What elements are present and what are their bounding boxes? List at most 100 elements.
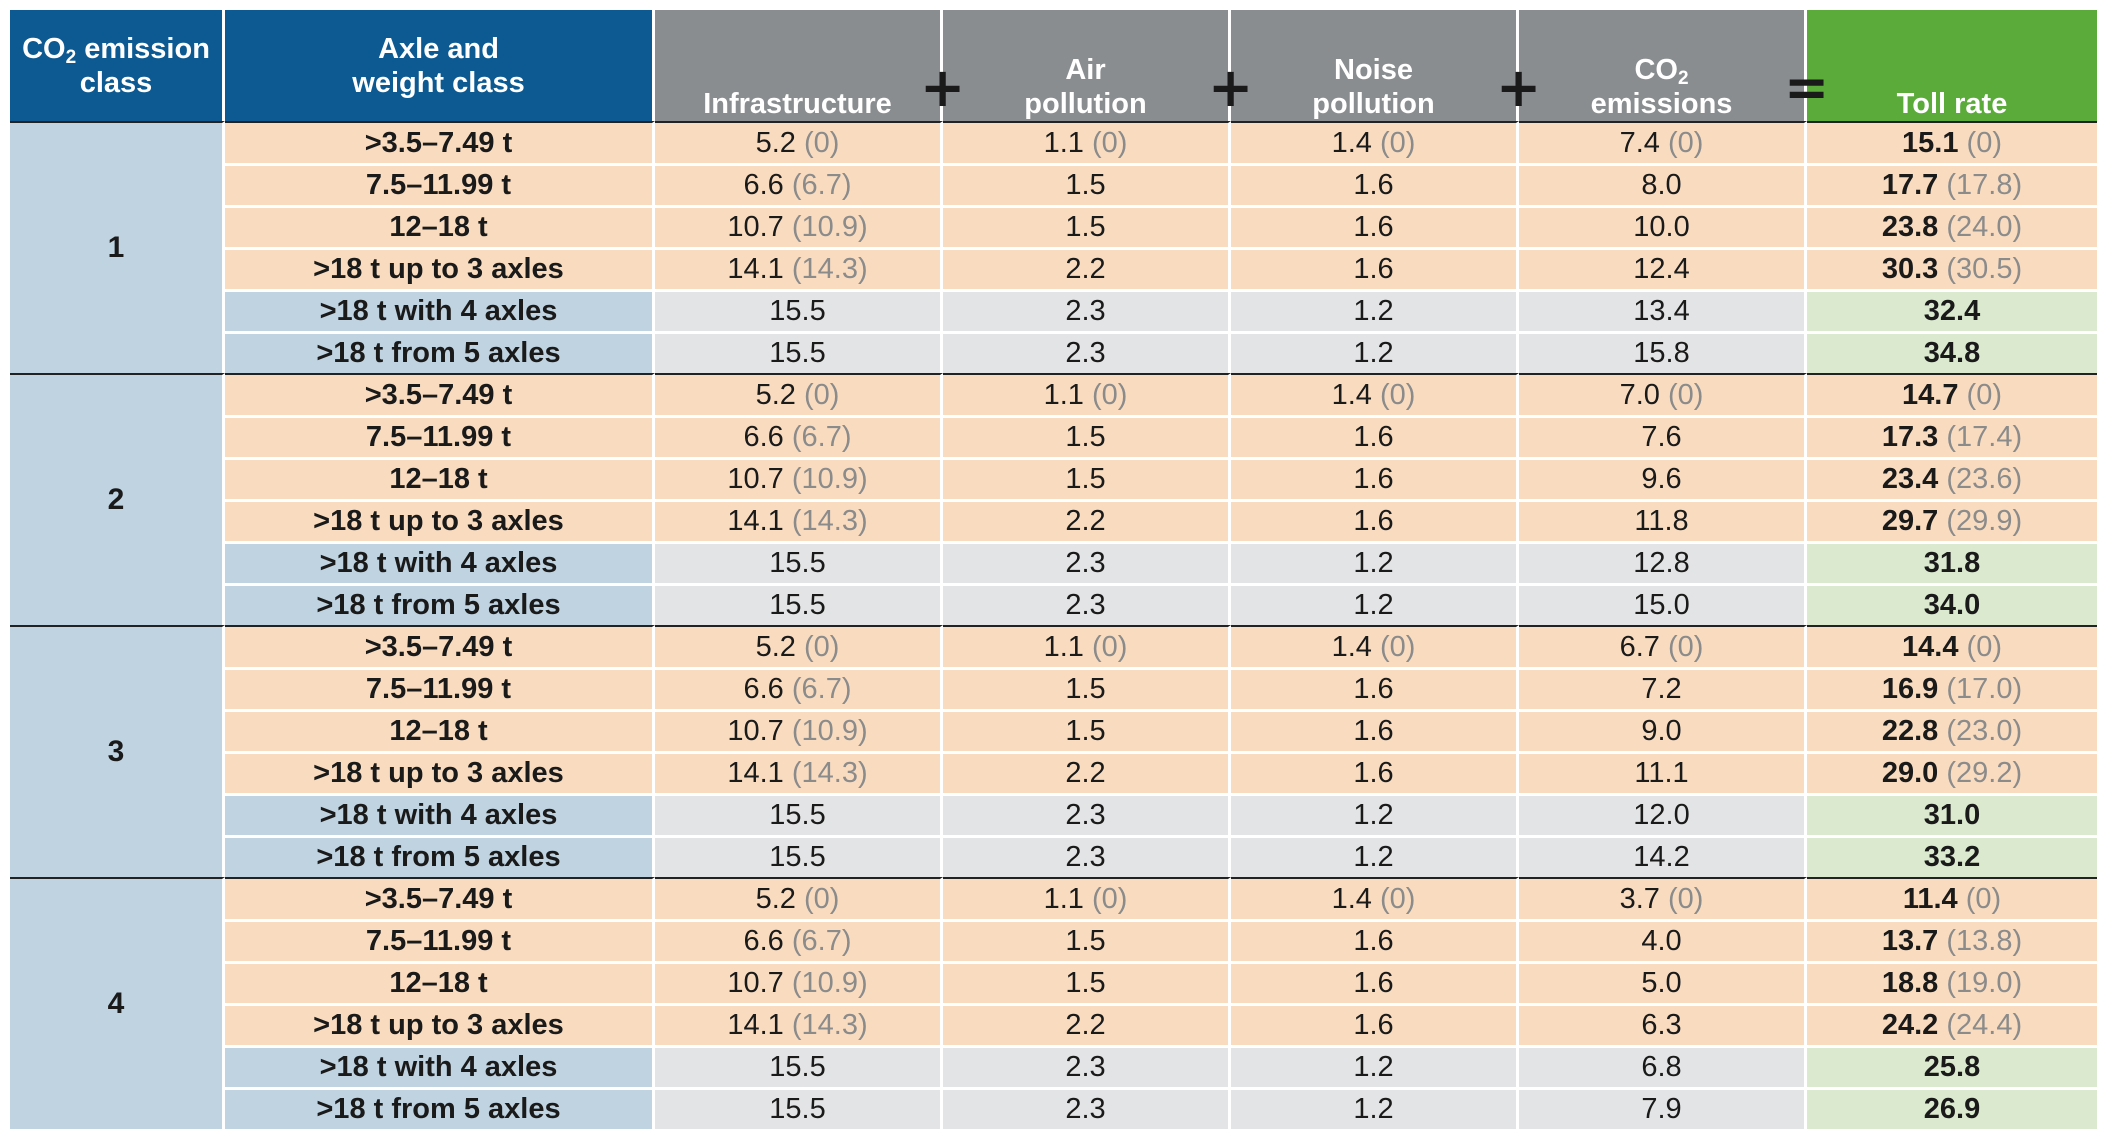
previous-value: (0) — [1091, 882, 1128, 915]
axle-weight-cell: >18 t from 5 axles — [225, 835, 655, 877]
air-pollution-cell: 2.3 — [943, 793, 1231, 835]
header-co2-class-subscript: 2 — [65, 46, 77, 68]
co2-emissions-cell: 7.2 — [1519, 667, 1807, 709]
current-value: 10.7 — [727, 967, 784, 999]
co2-emissions-cell: 12.0 — [1519, 793, 1807, 835]
previous-value: (0) — [1667, 378, 1704, 411]
infrastructure-cell: 14.1 (14.3) — [655, 499, 943, 541]
current-value: 1.5 — [1065, 211, 1106, 243]
toll-rate-cell: 14.4 (0) — [1807, 625, 2097, 667]
header-air-pollution: Air pollution + — [943, 10, 1253, 121]
co2-emissions-cell: 5.0 — [1519, 961, 1807, 1003]
current-value: 9.6 — [1641, 463, 1682, 495]
table-row: 12–18 t 10.7 (10.9) 1.5 1.6 5.0 18.8 (19.0) — [10, 961, 2097, 1003]
current-value: 18.8 — [1881, 967, 1939, 999]
axle-weight-cell: >18 t from 5 axles — [225, 583, 655, 625]
infrastructure-cell: 15.5 — [655, 289, 943, 331]
current-value: 7.6 — [1641, 421, 1682, 453]
previous-value: (10.9) — [791, 715, 868, 747]
current-value: 13.7 — [1881, 925, 1939, 957]
previous-value: (10.9) — [791, 967, 868, 999]
current-value: 5.2 — [755, 882, 796, 915]
air-pollution-cell: 2.2 — [943, 247, 1231, 289]
previous-value: (0) — [1667, 630, 1704, 663]
current-value: 12.4 — [1633, 253, 1690, 285]
axle-weight-cell: 7.5–11.99 t — [225, 415, 655, 457]
noise-pollution-cell: 1.6 — [1231, 205, 1519, 247]
current-value: 25.8 — [1923, 1051, 1981, 1083]
infrastructure-cell: 15.5 — [655, 1087, 943, 1129]
noise-pollution-cell: 1.2 — [1231, 835, 1519, 877]
air-pollution-cell: 2.3 — [943, 1087, 1231, 1129]
previous-value: (6.7) — [791, 169, 852, 201]
co2-emissions-cell: 3.7 (0) — [1519, 877, 1807, 919]
previous-value: (0) — [803, 126, 840, 159]
co2-emissions-cell: 14.2 — [1519, 835, 1807, 877]
header-co2-class-line2: class — [79, 66, 153, 99]
current-value: 5.0 — [1641, 967, 1682, 999]
co2-class-cell: 4 — [10, 877, 225, 1129]
noise-pollution-cell: 1.4 (0) — [1231, 373, 1519, 415]
co2-class-cell: 2 — [10, 373, 225, 625]
current-value: 1.1 — [1043, 630, 1084, 663]
previous-value: (19.0) — [1946, 967, 2023, 999]
infrastructure-cell: 6.6 (6.7) — [655, 415, 943, 457]
noise-pollution-cell: 1.6 — [1231, 163, 1519, 205]
infrastructure-cell: 15.5 — [655, 331, 943, 373]
noise-pollution-cell: 1.6 — [1231, 499, 1519, 541]
previous-value: (10.9) — [791, 463, 868, 495]
current-value: 26.9 — [1923, 1093, 1981, 1125]
current-value: 2.3 — [1065, 337, 1106, 369]
previous-value: (29.2) — [1946, 757, 2023, 789]
table-row: 1 >3.5–7.49 t 5.2 (0) 1.1 (0) 1.4 (0) 7.4 (0)… — [10, 121, 2097, 373]
air-pollution-cell: 1.1 (0) — [943, 877, 1231, 919]
current-value: 14.1 — [727, 253, 784, 285]
current-value: 2.3 — [1065, 589, 1106, 621]
previous-value: (0) — [803, 378, 840, 411]
noise-pollution-cell: 1.2 — [1231, 793, 1519, 835]
axle-weight-cell: >18 t with 4 axles — [225, 541, 655, 583]
table-row: 7.5–11.99 t 6.6 (6.7) 1.5 1.6 8.0 17.7 (17.8) — [10, 163, 2097, 205]
current-value: 15.8 — [1633, 337, 1690, 369]
table-row: >18 t up to 3 axles 14.1 (14.3) 2.2 1.6 11.1… — [10, 751, 2097, 793]
current-value: 15.5 — [769, 295, 826, 327]
noise-pollution-cell: 1.2 — [1231, 331, 1519, 373]
axle-weight-cell: 12–18 t — [225, 709, 655, 751]
current-value: 6.7 — [1619, 630, 1660, 663]
current-value: 24.2 — [1881, 1009, 1939, 1041]
toll-rate-cell: 26.9 — [1807, 1087, 2097, 1129]
air-pollution-cell: 1.1 (0) — [943, 373, 1231, 415]
header-noise-pollution: Noise pollution + — [1231, 10, 1541, 121]
current-value: 2.3 — [1065, 1051, 1106, 1083]
co2-emissions-cell: 15.8 — [1519, 331, 1807, 373]
infrastructure-cell: 6.6 (6.7) — [655, 667, 943, 709]
current-value: 1.2 — [1353, 589, 1394, 621]
current-value: 32.4 — [1923, 295, 1981, 327]
table-row: >18 t with 4 axles 15.5 2.3 1.2 12.8 31.8 — [10, 541, 2097, 583]
previous-value: (10.9) — [791, 211, 868, 243]
current-value: 1.6 — [1353, 757, 1394, 789]
current-value: 2.3 — [1065, 547, 1106, 579]
co2-emissions-cell: 4.0 — [1519, 919, 1807, 961]
co2-emissions-cell: 15.0 — [1519, 583, 1807, 625]
previous-value: (0) — [1091, 630, 1128, 663]
air-pollution-cell: 1.5 — [943, 919, 1231, 961]
table-row: 4 >3.5–7.49 t 5.2 (0) 1.1 (0) 1.4 (0) 3.7 (0)… — [10, 877, 2097, 1129]
noise-pollution-cell: 1.6 — [1231, 961, 1519, 1003]
current-value: 1.6 — [1353, 211, 1394, 243]
current-value: 7.4 — [1619, 126, 1660, 159]
current-value: 1.4 — [1331, 126, 1372, 159]
previous-value: (13.8) — [1946, 925, 2023, 957]
table-row: 7.5–11.99 t 6.6 (6.7) 1.5 1.6 7.6 17.3 (17.4) — [10, 415, 2097, 457]
current-value: 1.6 — [1353, 673, 1394, 705]
current-value: 15.5 — [769, 589, 826, 621]
air-pollution-cell: 1.5 — [943, 709, 1231, 751]
current-value: 10.7 — [727, 211, 784, 243]
table-row: >18 t up to 3 axles 14.1 (14.3) 2.2 1.6 11.8… — [10, 499, 2097, 541]
header-co2em-subscript: 2 — [1677, 68, 1689, 89]
current-value: 1.2 — [1353, 1051, 1394, 1083]
current-value: 4.0 — [1641, 925, 1682, 957]
infrastructure-cell: 6.6 (6.7) — [655, 919, 943, 961]
air-pollution-cell: 2.3 — [943, 835, 1231, 877]
previous-value: (23.0) — [1946, 715, 2023, 747]
